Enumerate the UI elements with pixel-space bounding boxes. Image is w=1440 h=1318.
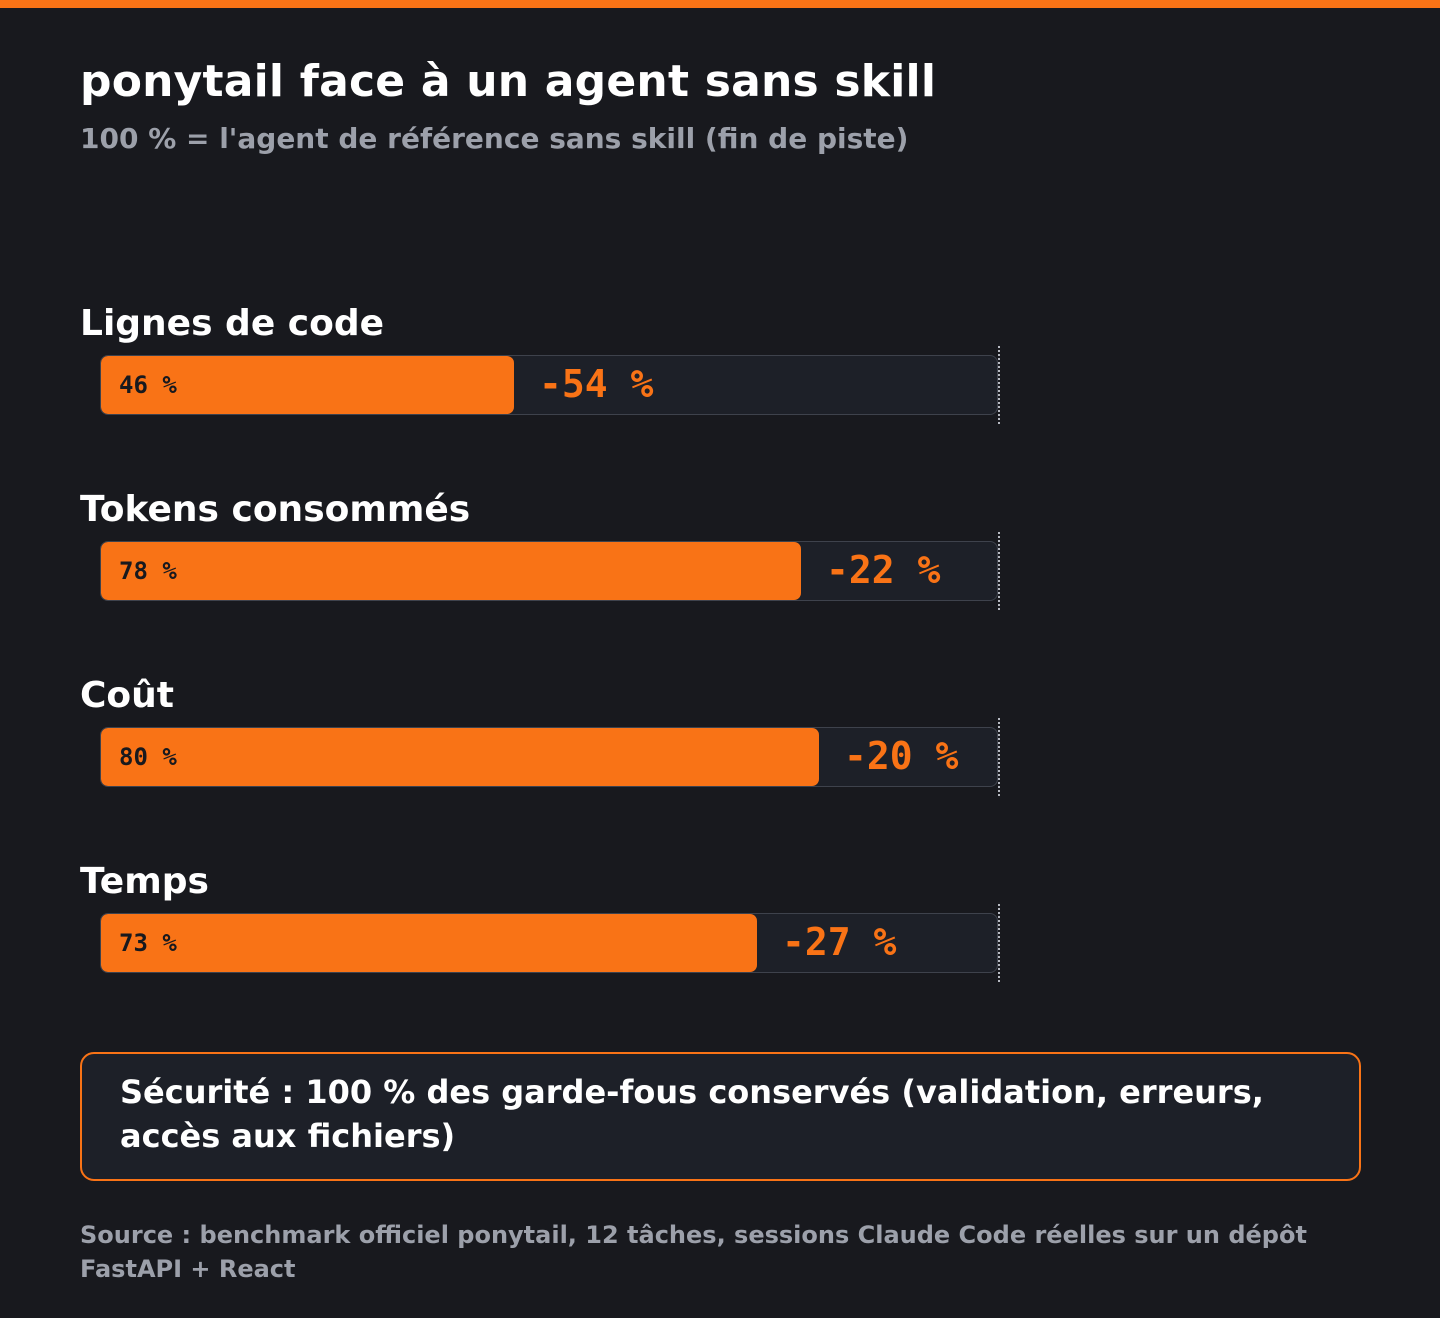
metric-label: Coût <box>80 675 174 716</box>
metric-label: Temps <box>80 861 209 902</box>
bar-fill <box>101 728 819 786</box>
bar-delta-label: -27 % <box>782 920 897 964</box>
bar-delta-label: -22 % <box>826 548 941 592</box>
bar-delta-label: -54 % <box>539 362 654 406</box>
bar-track: 80 % <box>100 727 998 787</box>
reference-line <box>998 904 1000 982</box>
metric-label: Tokens consommés <box>80 489 471 530</box>
source-note: Source : benchmark officiel ponytail, 12… <box>80 1221 1307 1283</box>
bar-value-label: 73 % <box>119 929 177 957</box>
bar-track: 73 % <box>100 913 998 973</box>
bar-fill <box>101 542 801 600</box>
bar-value-label: 46 % <box>119 371 177 399</box>
chart-title: ponytail face à un agent sans skill <box>80 56 937 107</box>
callout-text: Sécurité : 100 % des garde-fous conservé… <box>120 1073 1264 1155</box>
reference-line <box>998 532 1000 610</box>
security-callout: Sécurité : 100 % des garde-fous conservé… <box>80 1052 1361 1181</box>
bar-value-label: 80 % <box>119 743 177 771</box>
chart-subtitle: 100 % = l'agent de référence sans skill … <box>80 122 909 155</box>
reference-line <box>998 346 1000 424</box>
reference-line <box>998 718 1000 796</box>
bar-fill <box>101 356 514 414</box>
bar-track: 46 % <box>100 355 998 415</box>
top-accent-bar <box>0 0 1440 8</box>
bar-value-label: 78 % <box>119 557 177 585</box>
metric-label: Lignes de code <box>80 303 385 344</box>
bar-fill <box>101 914 757 972</box>
bar-delta-label: -20 % <box>844 734 959 778</box>
bar-track: 78 % <box>100 541 998 601</box>
